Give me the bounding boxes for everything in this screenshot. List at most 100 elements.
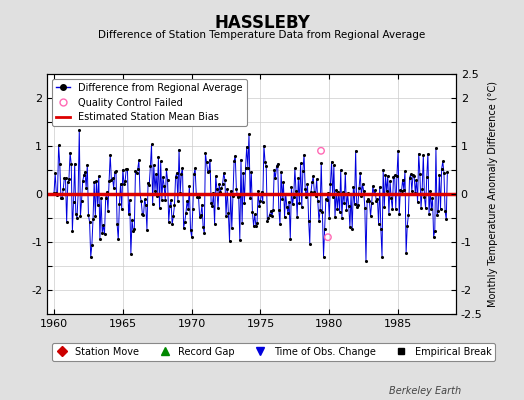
Point: [317, 160, 325, 166]
Point: [345, 203, 353, 210]
Point: [255, 203, 264, 210]
Point: [84, 212, 93, 218]
Point: [260, 142, 268, 149]
Point: [114, 236, 123, 243]
Point: [128, 217, 136, 223]
Point: [264, 215, 272, 221]
Point: [243, 144, 251, 150]
Point: [185, 182, 193, 189]
Point: [258, 199, 267, 205]
Point: [293, 214, 301, 220]
Text: HASSLEBY: HASSLEBY: [214, 14, 310, 32]
Point: [397, 188, 406, 194]
Point: [330, 162, 338, 168]
Point: [50, 190, 58, 196]
Point: [145, 182, 154, 188]
Point: [88, 242, 96, 248]
Point: [242, 164, 250, 171]
Point: [126, 197, 134, 204]
Point: [97, 195, 105, 201]
Point: [152, 171, 160, 177]
Point: [183, 198, 191, 204]
Point: [347, 191, 355, 198]
Point: [215, 181, 223, 188]
Point: [188, 234, 196, 240]
Point: [220, 170, 228, 176]
Point: [148, 200, 157, 207]
Point: [245, 131, 253, 137]
Point: [147, 141, 156, 148]
Point: [192, 190, 201, 197]
Point: [441, 208, 449, 214]
Point: [257, 189, 266, 195]
Point: [146, 163, 155, 170]
Point: [223, 186, 232, 192]
Point: [434, 207, 442, 214]
Point: [219, 181, 227, 187]
Point: [153, 192, 161, 199]
Point: [177, 170, 185, 177]
Point: [354, 202, 362, 208]
Point: [361, 204, 369, 211]
Point: [309, 173, 318, 180]
Point: [189, 206, 197, 212]
Point: [323, 197, 331, 204]
Point: [288, 201, 297, 207]
Point: [348, 226, 356, 232]
Point: [200, 230, 209, 236]
Point: [116, 181, 125, 187]
Point: [308, 179, 316, 186]
Point: [292, 188, 300, 194]
Point: [418, 186, 427, 193]
Point: [93, 202, 102, 208]
Point: [343, 190, 352, 196]
Point: [159, 174, 167, 180]
Point: [373, 196, 381, 202]
Point: [227, 225, 236, 231]
Point: [366, 213, 375, 220]
Point: [388, 206, 397, 212]
Point: [427, 206, 435, 212]
Point: [61, 175, 70, 182]
Point: [284, 210, 292, 217]
Point: [301, 186, 309, 192]
Point: [269, 207, 277, 213]
Point: [209, 190, 217, 197]
Point: [389, 174, 398, 180]
Point: [340, 199, 348, 206]
Point: [426, 188, 434, 194]
Point: [391, 205, 400, 212]
Point: [111, 169, 119, 175]
Point: [419, 152, 428, 158]
Point: [268, 213, 276, 219]
Point: [430, 233, 438, 240]
Point: [244, 164, 252, 171]
Point: [98, 230, 106, 236]
Point: [332, 187, 341, 194]
Point: [357, 193, 366, 200]
Point: [266, 211, 274, 218]
Point: [412, 177, 421, 183]
Point: [53, 192, 62, 199]
Point: [380, 204, 388, 210]
Point: [384, 173, 392, 179]
Point: [155, 205, 163, 212]
Point: [166, 203, 174, 209]
Point: [217, 185, 226, 191]
Point: [331, 214, 339, 220]
Point: [312, 176, 321, 182]
Point: [335, 208, 344, 215]
Point: [442, 216, 451, 222]
Point: [173, 198, 182, 204]
Point: [253, 220, 261, 226]
Point: [355, 184, 363, 191]
Point: [339, 189, 347, 196]
Point: [431, 228, 439, 234]
Point: [85, 219, 94, 226]
Point: [54, 142, 63, 148]
Point: [59, 186, 68, 192]
Point: [208, 203, 216, 210]
Point: [401, 168, 409, 174]
Point: [106, 151, 114, 158]
Point: [352, 148, 360, 154]
